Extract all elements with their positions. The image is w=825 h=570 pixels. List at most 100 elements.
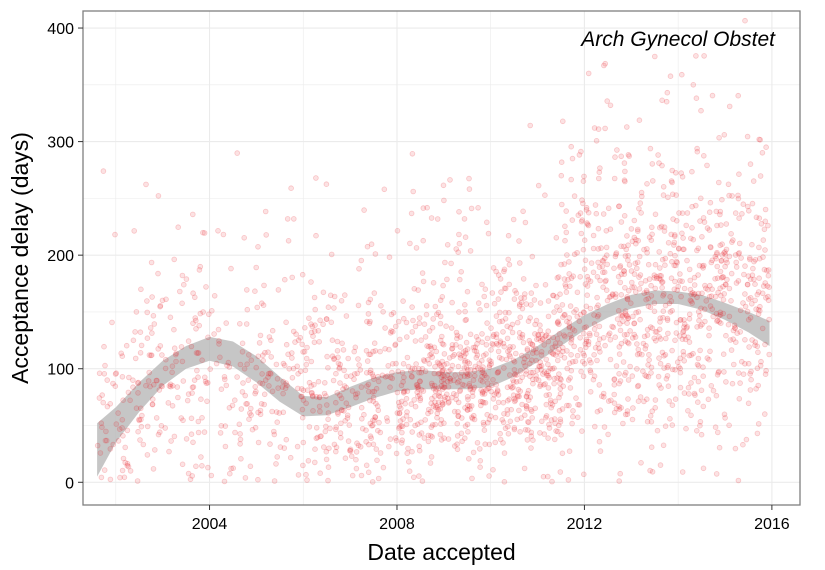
- data-point: [240, 341, 245, 346]
- data-point: [313, 447, 318, 452]
- data-point: [575, 415, 580, 420]
- data-point: [724, 222, 729, 227]
- data-point: [304, 401, 309, 406]
- data-point: [438, 298, 443, 303]
- data-point: [705, 226, 710, 231]
- data-point: [588, 333, 593, 338]
- x-tick-label: 2008: [379, 516, 415, 533]
- data-point: [686, 408, 691, 413]
- data-point: [681, 353, 686, 358]
- data-point: [630, 285, 635, 290]
- data-point: [653, 338, 658, 343]
- data-point: [383, 326, 388, 331]
- data-point: [730, 381, 735, 386]
- data-point: [417, 474, 422, 479]
- data-point: [465, 289, 470, 294]
- data-point: [191, 321, 196, 326]
- data-point: [290, 375, 295, 380]
- data-point: [596, 313, 601, 318]
- data-point: [526, 398, 531, 403]
- data-point: [144, 182, 149, 187]
- data-point: [366, 389, 371, 394]
- data-point: [475, 353, 480, 358]
- data-point: [507, 282, 512, 287]
- data-point: [454, 247, 459, 252]
- data-point: [594, 332, 599, 337]
- data-point: [480, 332, 485, 337]
- data-point: [562, 277, 567, 282]
- data-point: [489, 348, 494, 353]
- data-point: [698, 348, 703, 353]
- data-point: [184, 437, 189, 442]
- data-point: [727, 254, 732, 259]
- data-point: [408, 241, 413, 246]
- data-point: [650, 179, 655, 184]
- data-point: [555, 358, 560, 363]
- data-point: [482, 294, 487, 299]
- data-point: [578, 312, 583, 317]
- data-point: [737, 216, 742, 221]
- data-point: [534, 358, 539, 363]
- data-point: [663, 263, 668, 268]
- data-point: [674, 218, 679, 223]
- data-point: [499, 290, 504, 295]
- data-point: [275, 376, 280, 381]
- data-point: [199, 397, 204, 402]
- data-point: [538, 323, 543, 328]
- data-point: [739, 256, 744, 261]
- data-point: [727, 286, 732, 291]
- data-point: [399, 383, 404, 388]
- data-point: [585, 293, 590, 298]
- data-point: [318, 471, 323, 476]
- data-point: [414, 362, 419, 367]
- data-point: [310, 393, 315, 398]
- data-point: [603, 279, 608, 284]
- data-point: [526, 420, 531, 425]
- data-point: [411, 318, 416, 323]
- data-point: [582, 238, 587, 243]
- data-point: [710, 307, 715, 312]
- data-point: [527, 338, 532, 343]
- x-tick-label: 2012: [567, 516, 603, 533]
- data-point: [647, 277, 652, 282]
- data-point: [511, 380, 516, 385]
- data-point: [239, 407, 244, 412]
- data-point: [582, 353, 587, 358]
- data-point: [221, 232, 226, 237]
- data-point: [169, 439, 174, 444]
- data-point: [270, 409, 275, 414]
- data-point: [661, 193, 666, 198]
- data-point: [734, 281, 739, 286]
- data-point: [685, 258, 690, 263]
- data-point: [633, 261, 638, 266]
- data-point: [695, 362, 700, 367]
- data-point: [625, 234, 630, 239]
- data-point: [743, 337, 748, 342]
- data-point: [362, 412, 367, 417]
- data-point: [581, 472, 586, 477]
- data-point: [584, 337, 589, 342]
- data-point: [701, 266, 706, 271]
- data-point: [560, 303, 565, 308]
- data-point: [625, 321, 630, 326]
- data-point: [546, 386, 551, 391]
- data-point: [698, 196, 703, 201]
- data-point: [433, 389, 438, 394]
- data-point: [636, 347, 641, 352]
- data-point: [388, 437, 393, 442]
- data-point: [196, 430, 201, 435]
- data-point: [145, 453, 150, 458]
- data-point: [333, 449, 338, 454]
- data-point: [429, 455, 434, 460]
- data-point: [438, 321, 443, 326]
- data-point: [248, 464, 253, 469]
- data-point: [567, 449, 572, 454]
- data-point: [757, 245, 762, 250]
- data-point: [507, 373, 512, 378]
- data-point: [338, 381, 343, 386]
- data-point: [718, 310, 723, 315]
- data-point: [163, 357, 168, 362]
- data-point: [479, 358, 484, 363]
